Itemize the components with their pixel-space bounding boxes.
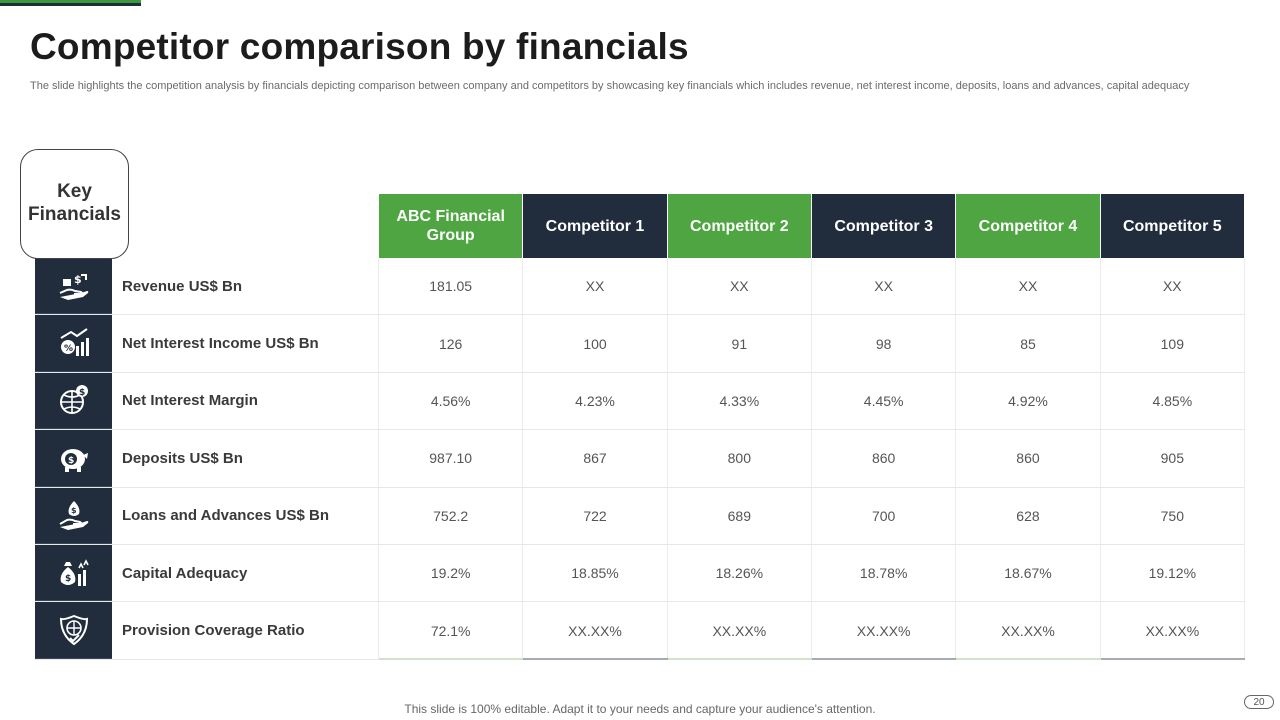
value-cell: 689 xyxy=(668,487,812,544)
key-financials-label: Key Financials xyxy=(20,149,129,259)
column-header: ABC Financial Group xyxy=(379,194,524,258)
svg-text:$: $ xyxy=(68,456,74,466)
value-cell: 4.56% xyxy=(379,372,524,430)
value-cell: 85 xyxy=(956,315,1101,372)
svg-text:$: $ xyxy=(79,388,85,398)
value-cell: 19.2% xyxy=(379,544,524,602)
row-label: Net Interest Margin xyxy=(112,372,379,430)
value-cell: XX.XX% xyxy=(956,602,1101,659)
growth-chart-icon: % xyxy=(35,315,112,372)
value-cell: 628 xyxy=(956,487,1101,544)
column-header: Competitor 2 xyxy=(667,194,812,258)
money-bag-icon: $ xyxy=(35,544,112,602)
table-row: $ Capital Adequacy 19.2% 18.85% 18.26% 18.78%… xyxy=(35,544,1245,603)
value-cell: 905 xyxy=(1101,430,1245,487)
row-label: Loans and Advances US$ Bn xyxy=(112,487,379,544)
value-cell: 4.23% xyxy=(523,372,668,430)
value-cell: 18.26% xyxy=(668,544,812,602)
column-header: Competitor 3 xyxy=(811,194,957,258)
svg-text:$: $ xyxy=(65,574,71,584)
value-cell: 126 xyxy=(379,315,524,372)
value-cell: 4.33% xyxy=(668,372,812,430)
value-cell: 987.10 xyxy=(379,430,524,487)
value-cell: 72.1% xyxy=(379,602,524,659)
piggy-bank-icon: $ xyxy=(35,430,112,487)
value-cell: 4.85% xyxy=(1101,372,1245,430)
table-header: ABC Financial Group Competitor 1 Competi… xyxy=(379,194,1245,258)
value-cell: 4.92% xyxy=(956,372,1101,430)
value-cell: 91 xyxy=(668,315,812,372)
value-cell: 4.45% xyxy=(812,372,957,430)
value-cell: XX xyxy=(668,258,812,315)
value-cell: 800 xyxy=(668,430,812,487)
value-cell: 867 xyxy=(523,430,668,487)
table-row: $ Net Interest Margin 4.56% 4.23% 4.33% 4.45%… xyxy=(35,372,1245,431)
table-row: $ Revenue US$ Bn 181.05 XX XX XX XX XX xyxy=(35,258,1245,316)
top-accent-bar xyxy=(0,0,141,6)
value-cell: 100 xyxy=(523,315,668,372)
value-cell: 19.12% xyxy=(1101,544,1245,602)
row-label: Net Interest Income US$ Bn xyxy=(112,315,379,372)
page-title: Competitor comparison by financials xyxy=(30,26,689,67)
table-row: Provision Coverage Ratio 72.1% XX.XX% XX.XX… xyxy=(35,602,1245,660)
value-cell: 18.85% xyxy=(523,544,668,602)
row-label: Revenue US$ Bn xyxy=(112,258,379,315)
value-cell: 700 xyxy=(812,487,957,544)
svg-text:$: $ xyxy=(71,506,77,515)
value-cell: XX xyxy=(812,258,957,315)
value-cell: 860 xyxy=(812,430,957,487)
financials-table: $ Revenue US$ Bn 181.05 XX XX XX XX XX% Net Inte… xyxy=(35,258,1245,660)
value-cell: 181.05 xyxy=(379,258,524,315)
svg-text:%: % xyxy=(64,344,73,354)
page-subtitle: The slide highlights the competition ana… xyxy=(30,80,1190,92)
value-cell: XX xyxy=(1101,258,1245,315)
value-cell: 860 xyxy=(956,430,1101,487)
column-header: Competitor 5 xyxy=(1100,194,1245,258)
row-label: Deposits US$ Bn xyxy=(112,430,379,487)
table-row: $ Loans and Advances US$ Bn 752.2 722 689 700… xyxy=(35,487,1245,545)
loan-hand-icon: $ xyxy=(35,487,112,544)
value-cell: XX.XX% xyxy=(812,602,957,659)
value-cell: 722 xyxy=(523,487,668,544)
table-row: $ Deposits US$ Bn 987.10 867 800 860 860 905 xyxy=(35,430,1245,488)
value-cell: 18.67% xyxy=(956,544,1101,602)
column-header: Competitor 1 xyxy=(523,194,668,258)
row-label: Provision Coverage Ratio xyxy=(112,602,379,659)
globe-shield-icon xyxy=(35,602,112,659)
column-header: Competitor 4 xyxy=(956,194,1101,258)
table-row: % Net Interest Income US$ Bn 126 100 91 98 85 1… xyxy=(35,315,1245,373)
value-cell: 750 xyxy=(1101,487,1245,544)
svg-text:$: $ xyxy=(74,273,82,286)
footer-note: This slide is 100% editable. Adapt it to… xyxy=(404,702,876,716)
value-cell: XX.XX% xyxy=(668,602,812,659)
value-cell: XX.XX% xyxy=(523,602,668,659)
value-cell: 18.78% xyxy=(812,544,957,602)
money-hand-icon: $ xyxy=(35,258,112,315)
value-cell: 98 xyxy=(812,315,957,372)
value-cell: 752.2 xyxy=(379,487,524,544)
value-cell: 109 xyxy=(1101,315,1245,372)
value-cell: XX xyxy=(523,258,668,315)
page-number: 20 xyxy=(1244,695,1274,709)
globe-dollar-icon: $ xyxy=(35,372,112,430)
row-label: Capital Adequacy xyxy=(112,544,379,602)
table-bottom-line xyxy=(379,658,1245,660)
value-cell: XX xyxy=(956,258,1101,315)
value-cell: XX.XX% xyxy=(1101,602,1245,659)
